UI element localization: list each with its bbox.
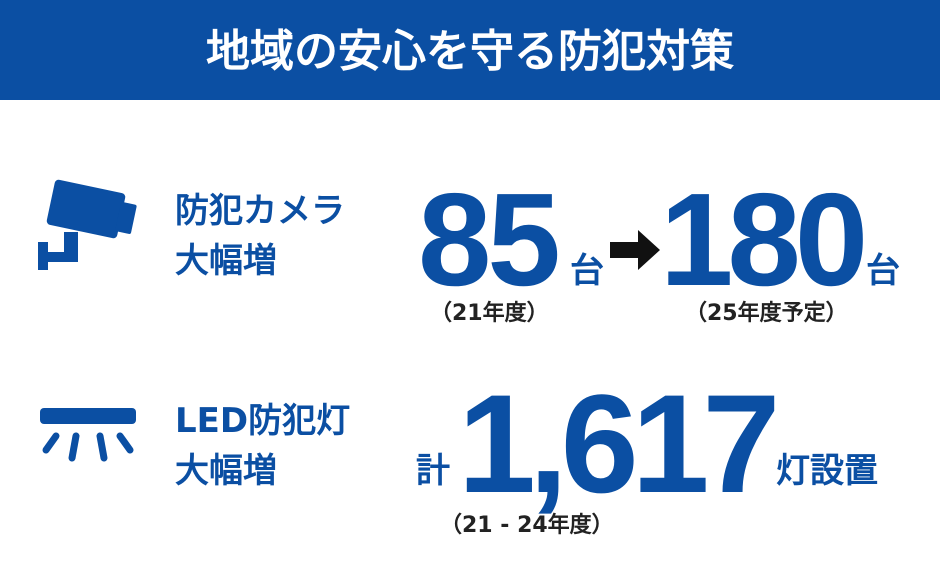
camera-icon: [38, 179, 137, 270]
light-number: 1,617: [458, 365, 774, 522]
camera-from-unit: 台: [570, 251, 604, 291]
light-label: 大幅増: [175, 451, 277, 491]
camera-from-number: 85: [418, 166, 557, 313]
camera-label: 防犯カメラ: [175, 191, 345, 231]
camera-to-unit: 台: [866, 251, 900, 291]
camera-to-note: （25年度予定）: [685, 300, 848, 326]
title: 地域の安心を守る防犯対策: [206, 26, 734, 77]
camera-to-number: 180: [660, 166, 863, 313]
header-band: [0, 0, 940, 100]
light-prefix: 計: [416, 451, 450, 491]
arrow: [610, 230, 660, 270]
camera-from-note: （21年度）: [430, 300, 549, 326]
light-label: LED防犯灯: [175, 401, 350, 441]
light-icon: [40, 408, 136, 462]
camera-label: 大幅増: [175, 241, 277, 281]
light-note: （21 - 24年度）: [440, 512, 614, 538]
light-suffix: 灯設置: [776, 451, 878, 491]
